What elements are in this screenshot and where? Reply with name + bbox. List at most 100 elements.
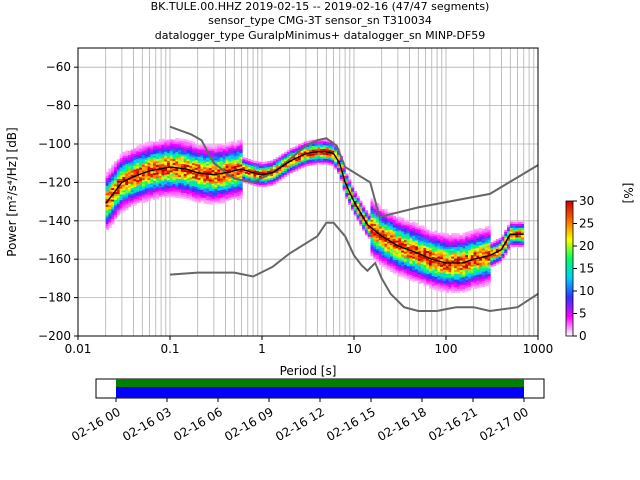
heatmap-cell bbox=[284, 174, 288, 177]
heatmap-cell bbox=[456, 248, 461, 251]
heatmap-cell bbox=[284, 155, 288, 158]
heatmap-cell bbox=[451, 281, 455, 284]
heatmap-cell bbox=[465, 241, 469, 244]
heatmap-cell bbox=[178, 186, 182, 189]
title-line-3: datalogger_type GuralpMinimus+ datalogge… bbox=[155, 29, 486, 42]
heatmap-cell bbox=[267, 164, 271, 168]
heatmap-cell bbox=[236, 143, 240, 147]
heatmap-cell bbox=[309, 146, 313, 149]
heatmap-cell bbox=[233, 173, 238, 176]
heatmap-cell bbox=[392, 269, 396, 272]
heatmap-cell bbox=[119, 163, 123, 166]
heatmap-cell bbox=[189, 150, 193, 153]
heatmap-cell bbox=[468, 267, 472, 270]
heatmap-cell bbox=[465, 231, 469, 235]
heatmap-cell bbox=[518, 225, 522, 228]
heatmap-cell bbox=[150, 140, 154, 143]
heatmap-cell bbox=[490, 249, 494, 252]
heatmap-cell bbox=[300, 152, 304, 155]
heatmap-cell bbox=[417, 254, 422, 258]
heatmap-cell bbox=[415, 236, 419, 239]
heatmap-cell bbox=[253, 170, 257, 173]
heatmap-cell bbox=[412, 243, 416, 246]
heatmap-cell bbox=[473, 265, 477, 268]
heatmap-cell bbox=[401, 231, 405, 234]
heatmap-cell bbox=[337, 167, 341, 171]
heatmap-cell bbox=[431, 247, 435, 250]
heatmap-cell bbox=[169, 193, 173, 196]
heatmap-cell bbox=[434, 244, 438, 247]
heatmap-cell bbox=[373, 204, 377, 207]
heatmap-cell bbox=[186, 197, 190, 200]
heatmap-cell bbox=[203, 164, 207, 168]
heatmap-cell bbox=[127, 150, 132, 154]
heatmap-cell bbox=[203, 161, 207, 164]
heatmap-cell bbox=[139, 178, 143, 182]
heatmap-cell bbox=[150, 161, 154, 165]
heatmap-cell bbox=[470, 285, 474, 288]
heatmap-cell bbox=[415, 232, 419, 235]
heatmap-cell bbox=[206, 169, 210, 172]
heatmap-cell bbox=[108, 189, 112, 192]
heatmap-cell bbox=[381, 232, 385, 235]
heatmap-cell bbox=[139, 182, 143, 185]
heatmap-cell bbox=[281, 161, 285, 164]
heatmap-cell bbox=[401, 269, 405, 272]
heatmap-cell bbox=[150, 181, 154, 184]
heatmap-cell bbox=[465, 237, 469, 240]
heatmap-cell bbox=[247, 160, 252, 164]
heatmap-cell bbox=[122, 205, 126, 208]
heatmap-cell bbox=[387, 227, 391, 230]
heatmap-cell bbox=[426, 237, 430, 240]
heatmap-cell bbox=[484, 241, 488, 245]
heatmap-cell bbox=[462, 282, 466, 285]
heatmap-cell bbox=[164, 151, 168, 154]
heatmap-cell bbox=[415, 247, 419, 251]
heatmap-cell bbox=[395, 257, 399, 260]
heatmap-cell bbox=[392, 257, 396, 261]
heatmap-cell bbox=[155, 158, 160, 162]
heatmap-cell bbox=[147, 154, 151, 158]
heatmap-cell bbox=[384, 264, 388, 267]
heatmap-cell bbox=[281, 168, 285, 172]
heatmap-cell bbox=[442, 278, 447, 282]
heatmap-cell bbox=[420, 257, 424, 261]
heatmap-cell bbox=[431, 279, 435, 282]
heatmap-cell bbox=[395, 263, 399, 266]
heatmap-cell bbox=[442, 265, 447, 268]
heatmap-cell bbox=[454, 240, 458, 244]
heatmap-cell bbox=[183, 188, 187, 192]
heatmap-cell bbox=[484, 268, 488, 271]
heatmap-cell bbox=[417, 225, 422, 229]
heatmap-cell bbox=[236, 189, 240, 193]
heatmap-cell bbox=[456, 246, 461, 249]
heatmap-cell bbox=[153, 195, 157, 199]
heatmap-cell bbox=[169, 181, 173, 184]
heatmap-cell bbox=[376, 214, 380, 217]
heatmap-cell bbox=[108, 174, 112, 177]
heatmap-cell bbox=[169, 156, 173, 159]
heatmap-cell bbox=[144, 186, 148, 189]
heatmap-cell bbox=[114, 195, 118, 198]
heatmap-cell bbox=[426, 246, 430, 250]
heatmap-cell bbox=[376, 224, 380, 227]
heatmap-cell bbox=[194, 200, 199, 203]
heatmap-cell bbox=[490, 241, 494, 245]
heatmap-cell bbox=[158, 160, 162, 163]
heatmap-cell bbox=[161, 148, 165, 151]
heatmap-cell bbox=[392, 217, 396, 220]
heatmap-cell bbox=[325, 152, 330, 156]
heatmap-cell bbox=[167, 162, 171, 165]
heatmap-cell bbox=[275, 164, 279, 168]
heatmap-cell bbox=[459, 256, 463, 259]
heatmap-cell bbox=[119, 180, 123, 183]
heatmap-cell bbox=[231, 156, 235, 159]
heatmap-cell bbox=[378, 209, 383, 212]
heatmap-cell bbox=[153, 163, 157, 166]
heatmap-cell bbox=[470, 268, 474, 271]
heatmap-cell bbox=[420, 259, 424, 263]
heatmap-cell bbox=[389, 237, 394, 240]
heatmap-cell bbox=[114, 172, 118, 175]
heatmap-cell bbox=[180, 156, 185, 159]
heatmap-cell bbox=[373, 219, 377, 223]
